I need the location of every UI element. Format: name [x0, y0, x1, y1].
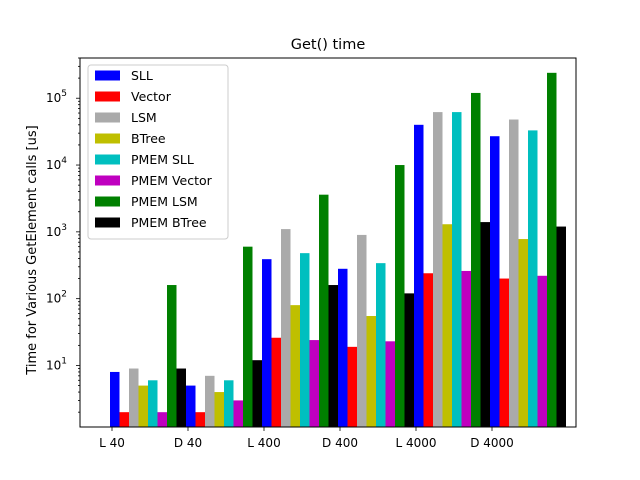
bar-pmem-lsm-3	[395, 165, 405, 428]
legend-label: PMEM SLL	[131, 152, 194, 167]
bar-sll-1	[186, 385, 196, 427]
bar-pmem-vector-2	[309, 340, 319, 427]
legend-label: PMEM LSM	[131, 194, 198, 209]
bar-pmem-btree-2	[328, 285, 338, 427]
legend-swatch	[95, 196, 120, 207]
bar-pmem-btree-4	[480, 222, 490, 427]
bar-pmem-lsm-0	[167, 285, 177, 427]
bar-pmem-sll-0	[148, 380, 158, 427]
legend-label: SLL	[131, 68, 153, 83]
plot-frame	[79, 57, 577, 428]
bar-pmem-sll-5	[528, 130, 538, 427]
legend-swatch	[95, 133, 120, 144]
bar-pmem-lsm-5	[547, 72, 557, 427]
bar-vector-2	[271, 337, 281, 427]
x-tick-label: D 400	[322, 436, 358, 450]
bar-pmem-lsm-2	[319, 194, 329, 427]
legend-frame	[87, 64, 229, 240]
bar-sll-3	[338, 268, 348, 427]
bar-btree-3	[366, 316, 376, 427]
bar-lsm-0	[129, 368, 139, 427]
bar-btree-1	[214, 392, 224, 427]
bar-lsm-1	[205, 375, 215, 427]
x-tick-label: L 4000	[395, 436, 436, 450]
legend-label: PMEM Vector	[131, 173, 213, 188]
bar-pmem-vector-5	[537, 275, 547, 427]
legend-label: Vector	[131, 89, 172, 104]
bar-pmem-vector-1	[233, 400, 243, 427]
bar-vector-0	[119, 412, 129, 427]
x-axis-ticks: L 40 D 40 L 400 D 400 L 4000 D 4000	[99, 427, 514, 450]
bar-sll-4	[414, 124, 424, 427]
bar-sll-2	[262, 259, 272, 427]
y-axis-label: Time for Various GetElement calls [us]	[25, 125, 40, 375]
bar-lsm-5	[509, 119, 519, 428]
y-tick-label: 104	[46, 156, 67, 172]
bar-pmem-sll-1	[224, 380, 234, 427]
x-tick-label: L 400	[247, 436, 280, 450]
x-tick-label: D 40	[174, 436, 202, 450]
bar-pmem-sll-4	[452, 112, 462, 427]
y-tick-label: 103	[46, 223, 67, 239]
bar-vector-4	[423, 273, 433, 427]
legend-swatch	[95, 112, 120, 123]
legend-label: LSM	[131, 110, 157, 125]
bar-btree-5	[518, 239, 528, 427]
bar-lsm-2	[281, 229, 291, 427]
y-tick-label: 105	[46, 89, 67, 105]
bar-sll-0	[110, 371, 120, 427]
bar-pmem-sll-3	[376, 263, 386, 427]
bar-group	[110, 72, 566, 428]
bar-btree-4	[442, 224, 452, 427]
y-tick-label: 102	[46, 290, 67, 306]
legend: SLL Vector LSM BTree PMEM SLL PMEM Vector PMEM…	[87, 64, 229, 240]
bar-btree-2	[290, 305, 300, 427]
legend-label: BTree	[131, 131, 166, 146]
bar-lsm-4	[433, 112, 443, 427]
legend-swatch	[95, 154, 120, 165]
bar-vector-1	[195, 412, 205, 427]
legend-swatch	[95, 91, 120, 102]
legend-swatch	[95, 217, 120, 228]
legend-swatch	[95, 175, 120, 186]
bar-btree-0	[138, 385, 148, 427]
bar-pmem-vector-4	[461, 270, 471, 427]
bar-pmem-btree-3	[404, 293, 414, 427]
bar-pmem-btree-1	[252, 360, 262, 427]
bar-vector-5	[499, 278, 509, 427]
x-tick-label: D 4000	[470, 436, 514, 450]
chart-title: Get() time	[291, 37, 366, 53]
legend-label: PMEM BTree	[131, 215, 207, 230]
bar-pmem-lsm-1	[243, 246, 253, 427]
x-tick-label: L 40	[99, 436, 125, 450]
bar-pmem-sll-2	[300, 253, 310, 427]
bar-pmem-vector-0	[157, 412, 167, 427]
bar-pmem-btree-0	[176, 368, 186, 427]
bar-lsm-3	[357, 234, 367, 427]
bar-vector-3	[347, 346, 357, 427]
bar-pmem-btree-5	[556, 226, 566, 427]
y-tick-label: 101	[46, 356, 67, 372]
bar-pmem-vector-3	[385, 341, 395, 427]
legend-swatch	[95, 70, 120, 81]
bar-sll-5	[490, 136, 500, 427]
bar-pmem-lsm-4	[471, 92, 481, 427]
